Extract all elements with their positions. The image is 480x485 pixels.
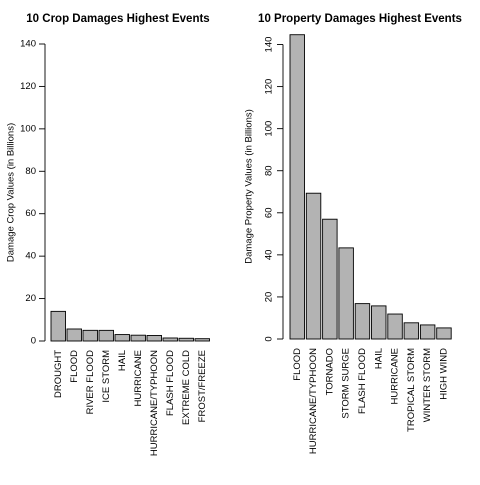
x-category-label: HAIL (373, 348, 384, 369)
bar (50, 310, 66, 342)
x-category-label: TROPICAL STORM (406, 348, 417, 432)
bar (338, 247, 354, 340)
y-tick-label: 20 (264, 292, 275, 303)
x-category-label: HAIL (117, 350, 128, 371)
bar (146, 335, 162, 342)
x-category-label: FLASH FLOOD (165, 350, 176, 416)
x-category-label: HURRICANE/TYPHOON (149, 350, 160, 456)
y-tick-label: 40 (25, 251, 36, 262)
x-category-label: FLOOD (69, 350, 80, 383)
bar (371, 305, 387, 340)
y-tick-label: 60 (264, 208, 275, 219)
bar (114, 334, 130, 342)
x-category-label: HURRICANE (390, 348, 401, 404)
x-category-label: DROUGHT (53, 350, 64, 398)
bar (436, 327, 452, 340)
bar (354, 303, 371, 340)
x-category-label: TORNADO (324, 348, 335, 395)
x-category-label: RIVER FLOOD (85, 350, 96, 415)
y-tick-label: 120 (20, 81, 36, 92)
bar (289, 34, 305, 340)
x-category-label: EXTREME COLD (181, 350, 192, 425)
bar (305, 192, 322, 340)
y-axis-label: Damage Crop Values (in Billions) (6, 123, 17, 262)
y-tick-label: 60 (25, 208, 36, 219)
bar (66, 328, 82, 342)
y-tick-label: 80 (264, 165, 275, 176)
y-tick-label: 0 (31, 336, 36, 347)
x-category-label: FROST/FREEZE (197, 350, 208, 422)
bar (98, 329, 114, 342)
x-category-label: WINTER STORM (422, 348, 433, 422)
bar (419, 324, 436, 340)
y-tick-label: 0 (264, 336, 275, 341)
y-tick-label: 120 (264, 79, 275, 95)
chart-title: 10 Property Damages Highest Events (258, 13, 462, 25)
x-category-label: FLASH FLOOD (357, 348, 368, 414)
bar (82, 329, 98, 342)
y-tick-label: 20 (25, 293, 36, 304)
x-category-label: HURRICANE (133, 350, 144, 406)
chart-title: 10 Crop Damages Highest Events (26, 13, 209, 25)
x-category-label: HURRICANE/TYPHOON (308, 348, 319, 454)
bar (178, 337, 194, 342)
y-tick-label: 40 (264, 250, 275, 261)
bar (403, 322, 420, 340)
x-category-label: FLOOD (292, 348, 303, 381)
x-category-label: HIGH WIND (438, 348, 449, 400)
x-category-label: STORM SURGE (341, 348, 352, 419)
x-category-label: ICE STORM (101, 350, 112, 403)
y-tick-label: 140 (20, 39, 36, 50)
y-tick-label: 140 (264, 37, 275, 53)
y-tick-label: 80 (25, 166, 36, 177)
bar (387, 313, 403, 340)
y-tick-label: 100 (264, 121, 275, 137)
bar (162, 337, 178, 342)
bar (130, 334, 146, 342)
y-tick-label: 100 (20, 123, 36, 134)
bar (322, 218, 338, 340)
y-axis-label: Damage Property Values (in Billions) (244, 109, 255, 264)
bar (194, 338, 210, 342)
